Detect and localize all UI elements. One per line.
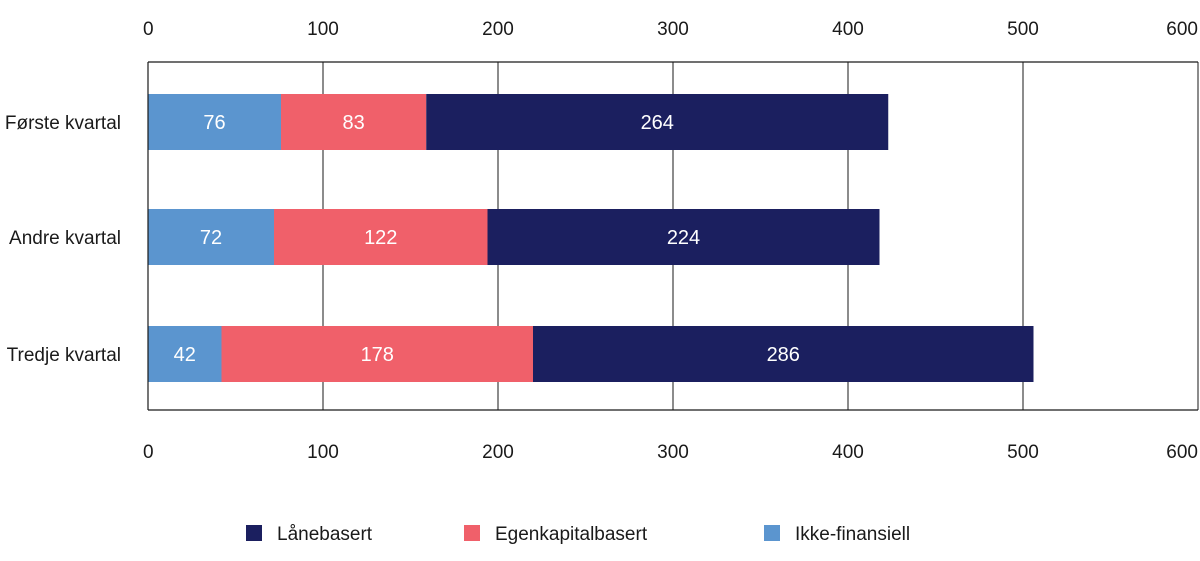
- bar-segment-l-nebasert-3: [533, 326, 1034, 382]
- category-label: Tredje kvartal: [7, 345, 121, 366]
- x-tick-label-bottom-0: 0: [143, 442, 154, 463]
- x-tick-label-bottom-500: 500: [1007, 442, 1039, 463]
- data-label: 122: [364, 227, 397, 249]
- category-label: Andre kvartal: [9, 228, 121, 249]
- x-tick-label-top-0: 0: [143, 19, 154, 40]
- legend-label: Egenkapitalbasert: [495, 524, 648, 545]
- legend-label: Lånebasert: [277, 524, 373, 545]
- bar-segment-egenkapitalbasert-2: [274, 209, 488, 265]
- data-label: 72: [200, 227, 222, 249]
- labels: 76 83 264 Første kvartal 72 122 224 Andre kvart…: [5, 112, 800, 366]
- legend-label: Ikke-finansiell: [795, 524, 910, 545]
- category-label: Første kvartal: [5, 113, 121, 134]
- x-tick-label-bottom-100: 100: [307, 442, 339, 463]
- bar-segment-ikke-finansiell-3: [148, 326, 222, 382]
- data-label: 286: [767, 344, 800, 366]
- bar-segment-egenkapitalbasert-1: [281, 94, 427, 150]
- bar-segment-l-nebasert-1: [426, 94, 889, 150]
- x-tick-label-bottom-300: 300: [657, 442, 689, 463]
- x-tick-label-top-500: 500: [1007, 19, 1039, 40]
- bar-segment-egenkapitalbasert-3: [221, 326, 533, 382]
- x-tick-label-bottom-400: 400: [832, 442, 864, 463]
- bar-segment-ikke-finansiell-2: [148, 209, 274, 265]
- data-label: 264: [641, 112, 674, 134]
- axes: 0 0 100 100 200 200 300 300 400 400 500 500 600 600: [143, 19, 1198, 463]
- legend: Lånebasert Egenkapitalbasert Ikke-finansie…: [246, 524, 910, 545]
- data-label: 42: [174, 344, 196, 366]
- x-tick-label-top-100: 100: [307, 19, 339, 40]
- legend-swatch: [246, 525, 262, 541]
- x-tick-label-top-600: 600: [1166, 19, 1198, 40]
- data-label: 83: [343, 112, 365, 134]
- x-tick-label-top-300: 300: [657, 19, 689, 40]
- x-tick-label-top-400: 400: [832, 19, 864, 40]
- legend-swatch: [764, 525, 780, 541]
- bar-segment-l-nebasert-2: [487, 209, 880, 265]
- x-tick-label-bottom-600: 600: [1166, 442, 1198, 463]
- x-tick-label-bottom-200: 200: [482, 442, 514, 463]
- bar-segment-ikke-finansiell-1: [148, 94, 281, 150]
- data-label: 76: [203, 112, 225, 134]
- x-tick-label-top-200: 200: [482, 19, 514, 40]
- bars: [148, 94, 1034, 382]
- data-label: 224: [667, 227, 700, 249]
- data-label: 178: [361, 344, 394, 366]
- legend-swatch: [464, 525, 480, 541]
